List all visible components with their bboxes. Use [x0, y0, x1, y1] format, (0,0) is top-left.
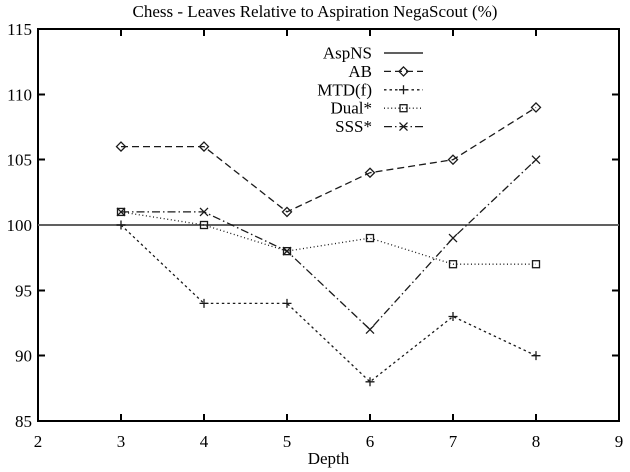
series-MTD(f)-plus-marker: [531, 351, 541, 361]
series-AB-diamond-marker: [198, 141, 210, 153]
series-Dual*-square-marker: [448, 260, 458, 269]
x-tick-label: 6: [366, 432, 375, 451]
y-tick-label: 100: [7, 216, 33, 235]
series-Dual*-square-marker: [365, 233, 375, 243]
legend-label-Dual*: Dual*: [330, 99, 372, 118]
legend-MTD(f)-plus-marker: [399, 85, 408, 95]
series-SSS*-x-marker: [448, 233, 458, 243]
series-SSS*-x-marker: [531, 155, 541, 165]
x-tick-label: 4: [200, 432, 209, 451]
chart-title: Chess - Leaves Relative to Aspiration Ne…: [132, 2, 498, 21]
y-tick-label: 110: [7, 85, 32, 104]
legend-label-MTD(f): MTD(f): [317, 80, 372, 99]
series-SSS*-x-marker: [199, 207, 209, 217]
series-line-AB: [121, 106, 537, 213]
y-tick-label: 95: [15, 281, 32, 300]
legend-label-AB: AB: [348, 62, 372, 81]
series-line-SSS*: [121, 159, 537, 331]
series-MTD(f)-plus-marker: [282, 298, 292, 308]
x-tick-label: 5: [283, 432, 292, 451]
series-MTD(f)-plus-marker: [199, 298, 209, 308]
x-tick-label: 2: [34, 432, 43, 451]
legend-Dual*-square-marker: [399, 104, 408, 113]
series-AB-diamond-marker: [281, 206, 293, 218]
legend-label-AspNS: AspNS: [323, 44, 372, 63]
legend-SSS*-x-marker: [399, 122, 408, 132]
series-MTD(f)-plus-marker: [365, 377, 375, 387]
y-tick-label: 85: [15, 412, 32, 431]
series-Dual*-square-marker: [199, 220, 209, 230]
series-SSS*-x-marker: [116, 207, 126, 217]
x-tick-label: 8: [532, 432, 541, 451]
series-SSS*-x-marker: [365, 325, 375, 334]
y-tick-label: 90: [15, 347, 32, 366]
y-tick-label: 115: [7, 20, 32, 39]
series-line-Dual*: [120, 211, 536, 265]
series-AB-diamond-marker: [364, 167, 376, 179]
series-SSS*-x-marker: [282, 246, 292, 256]
series-AB-diamond-marker: [115, 141, 127, 153]
series-Dual*-square-marker: [282, 246, 292, 256]
y-tick-label: 105: [7, 151, 33, 170]
x-tick-label: 9: [615, 432, 624, 451]
series-Dual*-square-marker: [531, 260, 541, 269]
series-AB-diamond-marker: [447, 154, 459, 166]
legend-AB-diamond-marker: [398, 65, 409, 77]
x-tick-label: 7: [449, 432, 458, 451]
legend-label-SSS*: SSS*: [335, 117, 372, 136]
series-AB-diamond-marker: [530, 101, 542, 113]
series-MTD(f)-plus-marker: [448, 311, 458, 321]
x-tick-label: 3: [117, 432, 126, 451]
series-MTD(f)-plus-marker: [116, 220, 126, 230]
x-axis-label: Depth: [308, 449, 350, 468]
series-line-MTD(f): [120, 224, 537, 383]
